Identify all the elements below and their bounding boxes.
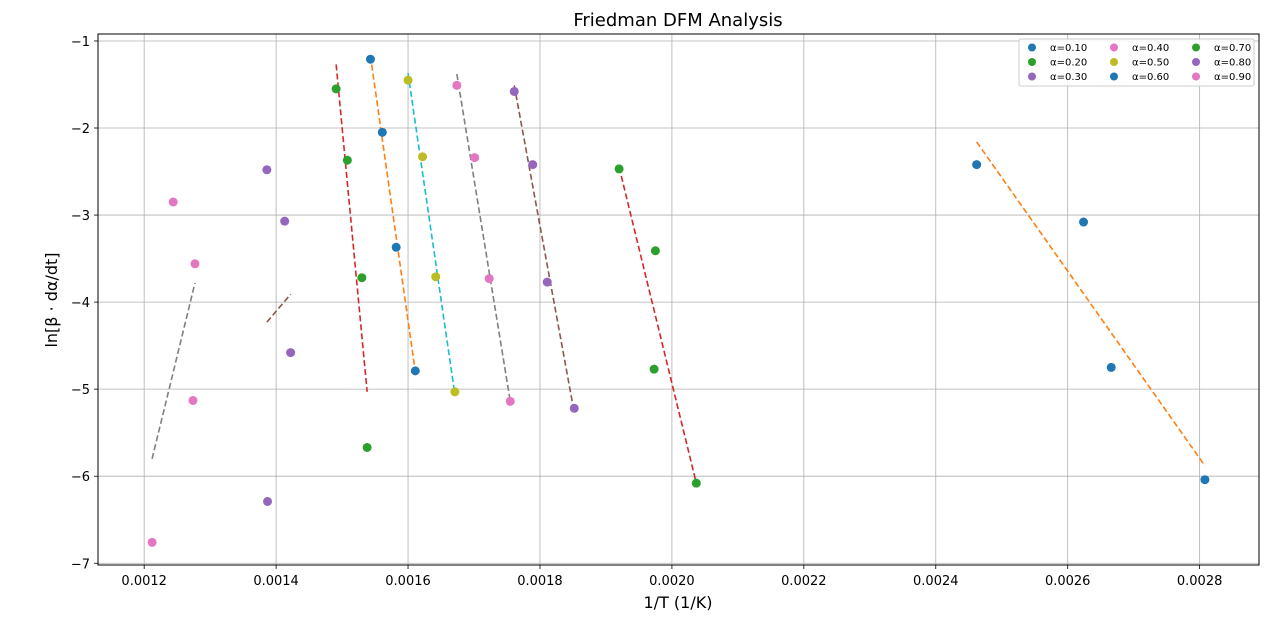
data-point [452,80,462,90]
data-point [190,259,200,269]
legend-marker [1028,43,1036,52]
legend-marker [1110,58,1118,66]
x-axis-ticks: 0.0012 0.0014 0.0016 0.0018 0.0020 0.0022 0.00… [121,565,1222,589]
x-tick-label: 0.0020 [649,574,695,589]
data-point [403,75,413,85]
x-tick-label: 0.0014 [253,574,299,589]
y-tick-label: −7 [71,557,90,572]
y-tick-label: −1 [71,35,90,50]
data-point [342,155,352,165]
legend-label: α=0.10 [1050,43,1087,54]
data-point [431,272,441,282]
fit-line [369,55,417,372]
legend-marker [1110,43,1118,52]
fit-lines [151,55,1206,484]
legend-marker [1192,43,1200,52]
data-point [188,395,198,405]
data-point [410,366,420,376]
data-point [377,127,387,137]
legend-marker [1110,72,1118,81]
data-point [972,160,982,170]
legend-marker [1192,58,1200,66]
data-point [1079,217,1089,227]
y-tick-label: −3 [71,209,90,224]
x-tick-label: 0.0012 [121,574,167,589]
data-point [509,86,519,96]
x-tick-label: 0.0028 [1177,574,1223,589]
legend-label: α=0.90 [1214,72,1251,83]
data-point [470,153,480,163]
data-point [649,364,659,374]
data-point [614,164,624,174]
fit-line [335,64,368,392]
y-tick-label: −6 [71,470,90,485]
y-tick-label: −4 [71,296,90,311]
data-point [168,197,178,207]
data-point [331,84,341,94]
legend-label: α=0.40 [1132,43,1169,54]
data-point [691,478,701,488]
y-tick-label: −2 [71,122,90,137]
data-point [262,165,272,175]
legend-label: α=0.70 [1214,43,1251,54]
data-point [263,496,273,506]
chart-title: Friedman DFM Analysis [573,10,782,31]
data-point [505,396,515,406]
legend-label: α=0.60 [1132,72,1169,83]
data-point [1200,475,1210,485]
plot-frame [97,33,1260,566]
data-point [365,54,375,64]
data-point [362,442,372,452]
fit-line [407,73,456,395]
x-tick-label: 0.0022 [781,574,827,589]
x-axis-label: 1/T (1/K) [644,593,713,612]
fit-line [456,73,512,402]
data-point [650,246,660,256]
fit-line [976,141,1206,467]
data-point [280,216,290,226]
data-point [542,277,552,287]
legend-label: α=0.80 [1214,58,1251,69]
data-point [357,273,367,283]
data-point [1106,362,1116,372]
legend-label: α=0.50 [1132,58,1169,69]
fit-line [151,282,196,459]
data-point [418,152,428,162]
legend-label: α=0.30 [1050,72,1087,83]
legend-marker [1028,58,1036,66]
data-point [569,403,579,413]
grid [98,34,1259,565]
data-point [286,348,296,358]
legend: α=0.10 α=0.20 α=0.30 α=0.40 α=0.50 α=0.60 α=0.… [1018,38,1255,87]
y-axis-ticks: −1 −2 −3 −4 −5 −6 −7 [71,35,98,572]
data-point [528,160,538,170]
x-tick-label: 0.0026 [1045,574,1091,589]
data-point [450,387,460,397]
y-tick-label: −5 [71,383,90,398]
data-point [484,274,494,284]
legend-label: α=0.20 [1050,58,1087,69]
legend-marker [1028,72,1036,81]
y-axis-label: ln[β · dα/dt] [42,252,61,347]
x-tick-label: 0.0018 [517,574,563,589]
data-point [391,242,401,252]
fit-line [266,293,292,323]
fit-line [513,85,576,413]
data-point [147,537,157,547]
fit-line [618,166,698,484]
legend-marker [1192,72,1200,81]
x-tick-label: 0.0016 [385,574,431,589]
data-points [147,54,1210,547]
x-tick-label: 0.0024 [913,574,959,589]
